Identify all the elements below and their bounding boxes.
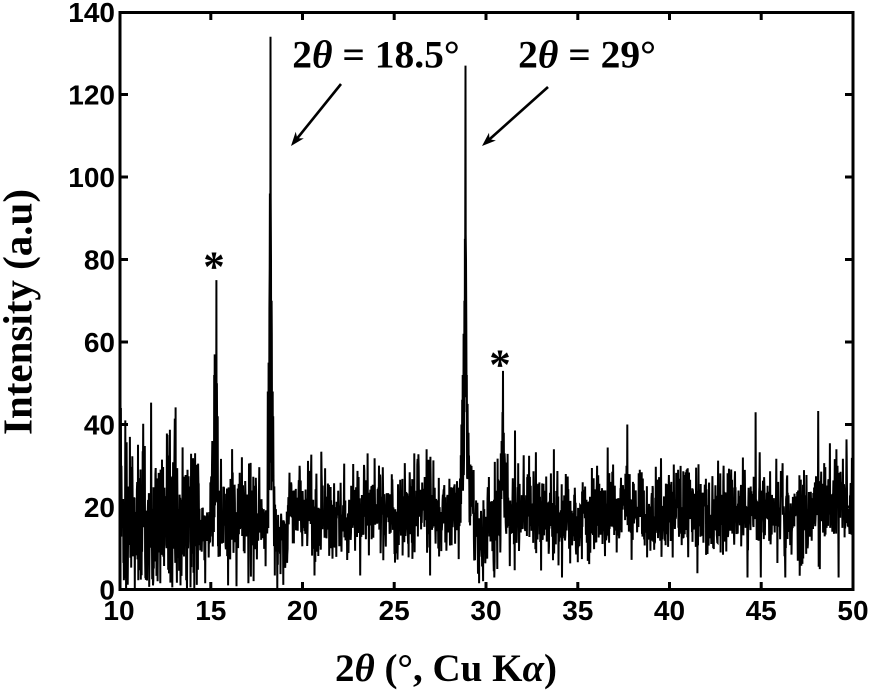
svg-text:100: 100	[68, 162, 115, 193]
svg-text:15: 15	[195, 595, 226, 626]
svg-text:Intensity (a.u): Intensity (a.u)	[0, 189, 41, 435]
svg-text:120: 120	[68, 80, 115, 111]
svg-text:2θ (°, Cu Kα): 2θ (°, Cu Kα)	[335, 647, 557, 690]
svg-text:20: 20	[287, 595, 318, 626]
svg-text:140: 140	[68, 0, 115, 28]
svg-text:80: 80	[84, 245, 115, 276]
svg-text:20: 20	[84, 492, 115, 523]
svg-text:2θ = 29°: 2θ = 29°	[518, 33, 656, 77]
svg-text:50: 50	[837, 595, 868, 626]
svg-text:40: 40	[84, 410, 115, 441]
svg-text:40: 40	[654, 595, 685, 626]
svg-text:45: 45	[746, 595, 777, 626]
svg-text:2θ = 18.5°: 2θ = 18.5°	[292, 33, 459, 77]
svg-text:25: 25	[379, 595, 410, 626]
svg-text:*: *	[489, 342, 511, 389]
svg-text:30: 30	[470, 595, 501, 626]
svg-text:60: 60	[84, 327, 115, 358]
svg-text:0: 0	[99, 575, 115, 606]
svg-text:10: 10	[103, 595, 134, 626]
svg-text:*: *	[203, 244, 225, 291]
svg-text:35: 35	[562, 595, 593, 626]
